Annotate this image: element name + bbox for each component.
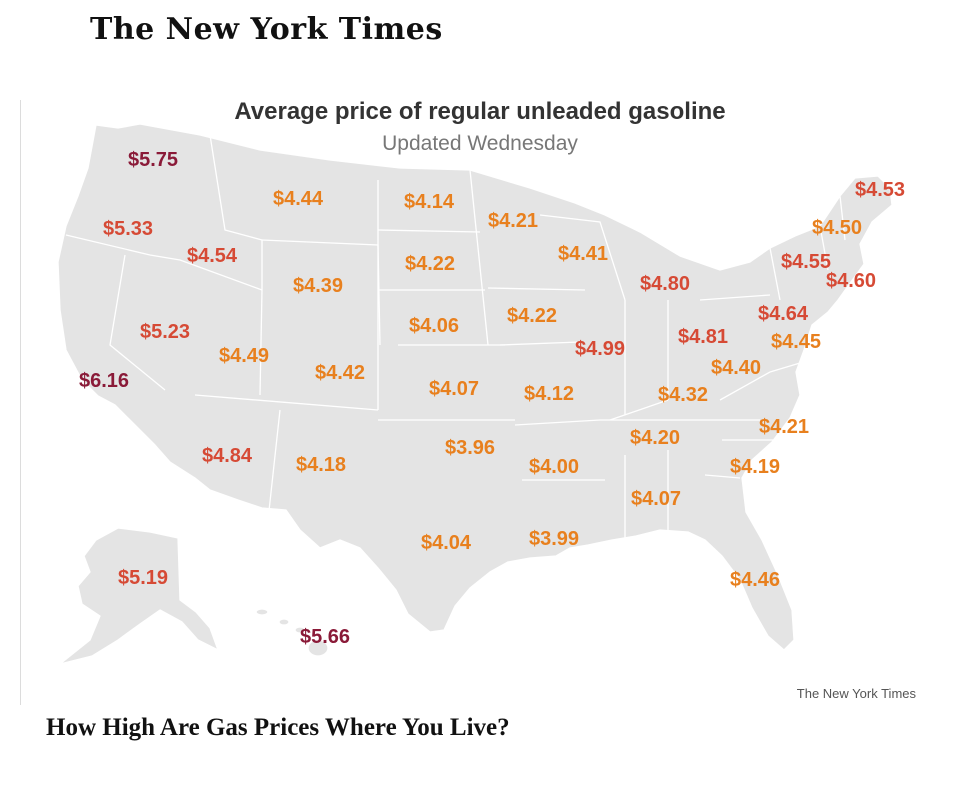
state-price-sd[interactable]: $4.22 <box>405 253 455 275</box>
state-price-la[interactable]: $3.99 <box>529 528 579 550</box>
state-price-tn[interactable]: $4.20 <box>630 427 680 449</box>
map-landmass <box>57 123 893 665</box>
state-price-ne[interactable]: $4.06 <box>409 315 459 337</box>
state-price-ks[interactable]: $4.07 <box>429 378 479 400</box>
state-price-ny[interactable]: $4.55 <box>781 251 831 273</box>
state-price-me[interactable]: $4.53 <box>855 179 905 201</box>
contiguous-us-shape <box>57 123 893 651</box>
state-price-co[interactable]: $4.42 <box>315 362 365 384</box>
state-price-ms[interactable]: $4.07 <box>631 488 681 510</box>
hawaii-island-1 <box>255 608 269 616</box>
state-price-il[interactable]: $4.99 <box>575 338 625 360</box>
article-headline[interactable]: How High Are Gas Prices Where You Live? <box>46 714 510 741</box>
state-price-nm[interactable]: $4.18 <box>296 454 346 476</box>
chart-title: Average price of regular unleaded gasoli… <box>234 98 726 125</box>
state-price-mn[interactable]: $4.21 <box>488 210 538 232</box>
state-price-tx[interactable]: $4.04 <box>421 532 472 554</box>
state-price-nj[interactable]: $4.60 <box>826 270 876 292</box>
state-price-in[interactable]: $4.81 <box>678 326 728 348</box>
state-price-va[interactable]: $4.40 <box>711 357 761 379</box>
state-price-fl[interactable]: $4.46 <box>730 569 780 591</box>
state-price-oh[interactable]: $4.64 <box>758 303 809 325</box>
state-price-wi[interactable]: $4.41 <box>558 243 608 265</box>
state-price-wa[interactable]: $5.75 <box>128 149 178 171</box>
state-price-ut[interactable]: $4.49 <box>219 345 269 367</box>
state-price-ok[interactable]: $3.96 <box>445 437 495 459</box>
state-price-mt[interactable]: $4.44 <box>273 188 324 210</box>
hawaii-island-4 <box>307 639 329 657</box>
state-price-wv[interactable]: $4.45 <box>771 331 821 353</box>
state-price-nd[interactable]: $4.14 <box>404 191 455 213</box>
state-price-hi[interactable]: $5.66 <box>300 626 350 648</box>
frame-divider <box>20 100 21 705</box>
hawaii-island-3 <box>294 626 306 634</box>
state-price-ar[interactable]: $4.00 <box>529 456 579 478</box>
state-price-mo[interactable]: $4.12 <box>524 383 574 405</box>
masthead-logo[interactable]: The New York Times <box>90 12 443 47</box>
state-price-wy[interactable]: $4.39 <box>293 275 343 297</box>
state-price-id[interactable]: $4.54 <box>187 245 238 267</box>
source-credit: The New York Times <box>796 686 916 701</box>
state-price-or[interactable]: $5.33 <box>103 218 153 240</box>
chart-subtitle: Updated Wednesday <box>382 132 578 155</box>
state-price-nc[interactable]: $4.21 <box>759 416 809 438</box>
state-price-nv[interactable]: $5.23 <box>140 321 190 343</box>
state-price-ca[interactable]: $6.16 <box>79 370 129 392</box>
alaska-shape <box>59 527 219 665</box>
state-price-mi[interactable]: $4.80 <box>640 273 690 295</box>
state-price-az[interactable]: $4.84 <box>202 445 253 467</box>
state-price-ia[interactable]: $4.22 <box>507 305 557 327</box>
state-price-ky[interactable]: $4.32 <box>658 384 708 406</box>
hawaii-island-2 <box>278 618 290 626</box>
state-price-labels: $5.75 $5.33 $6.16 $5.23 $4.54 $4.44 $4.39 $4.49… <box>79 149 905 648</box>
state-price-vt[interactable]: $4.50 <box>812 217 862 239</box>
state-borders <box>65 134 846 540</box>
state-price-ak[interactable]: $5.19 <box>118 567 168 589</box>
state-price-ga[interactable]: $4.19 <box>730 456 780 478</box>
